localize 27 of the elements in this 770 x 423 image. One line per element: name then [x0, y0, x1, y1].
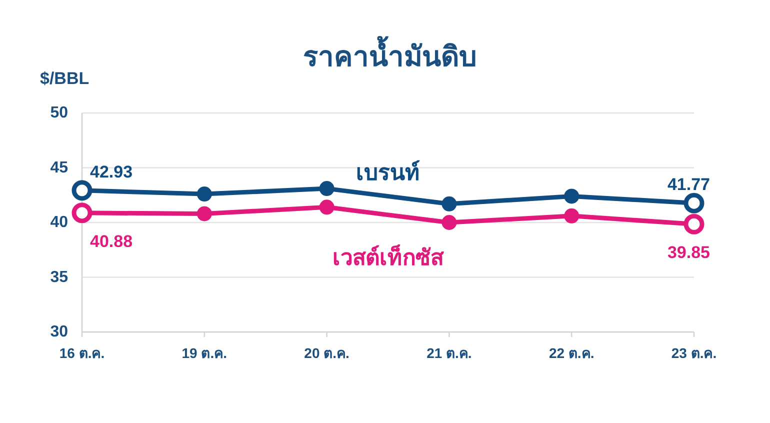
y-tick-label: 45: [50, 159, 68, 176]
point: [196, 186, 212, 202]
y-tick-label: 40: [50, 214, 68, 231]
chart-title: ราคาน้ำมันดิบ: [303, 35, 477, 72]
x-tick-label: 23 ต.ค.: [671, 345, 717, 361]
y-axis-title: $/BBL: [40, 69, 90, 88]
series-label: เบรนท์: [356, 160, 420, 186]
x-tick-label: 19 ต.ค.: [182, 345, 228, 361]
data-label: 41.77: [667, 175, 710, 194]
point: [564, 188, 580, 204]
data-label: 39.85: [667, 243, 710, 262]
y-tick-label: 50: [50, 104, 68, 122]
x-tick-label: 21 ต.ค.: [426, 345, 472, 361]
series-label: เวสต์เท็กซัส: [332, 242, 444, 270]
x-tick-label: 22 ต.ค.: [548, 345, 594, 361]
x-tick-label: 20 ต.ค.: [304, 345, 350, 361]
point: [442, 196, 457, 212]
data-label: 40.88: [90, 232, 133, 251]
point: [319, 181, 334, 196]
y-tick-label: 35: [50, 268, 68, 286]
data-label: 42.93: [90, 162, 133, 182]
point: [564, 208, 580, 224]
point: [319, 200, 334, 215]
point: [196, 206, 212, 222]
point: [442, 215, 457, 230]
y-tick-label: 30: [50, 324, 68, 340]
x-tick-label: 16 ต.ค.: [59, 345, 105, 361]
